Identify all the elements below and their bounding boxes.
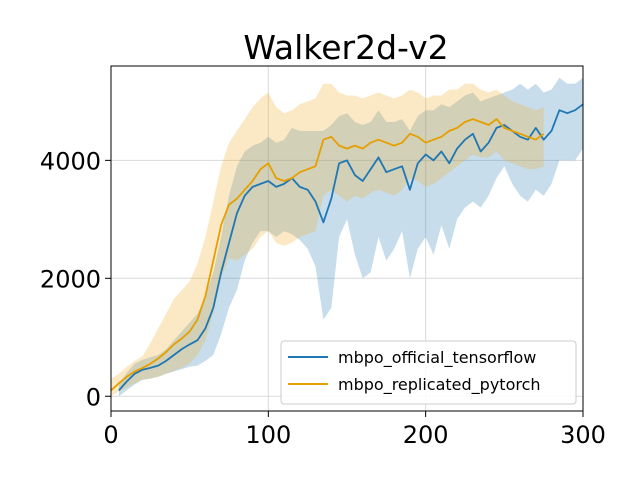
y-tick-label: 4000	[40, 147, 101, 175]
x-tick-label: 200	[403, 421, 449, 449]
legend-label-pytorch: mbpo_replicated_pytorch	[338, 375, 541, 395]
y-tick-label: 2000	[40, 265, 101, 293]
x-tick-label: 300	[560, 421, 606, 449]
ticks: 0 100 200 300 0 2000 4000	[40, 147, 606, 449]
plot-frame	[110, 65, 584, 412]
band-mbpo_official_tensorflow	[118, 77, 584, 397]
line-mbpo_replicated_pytorch	[110, 118, 545, 392]
x-tick-label: 0	[103, 421, 118, 449]
series-lines	[110, 103, 584, 392]
line-mbpo_official_tensorflow	[118, 103, 584, 391]
x-tick-label: 100	[245, 421, 291, 449]
chart-title: Walker2d-v2	[243, 28, 448, 67]
legend-box	[280, 340, 577, 405]
legend: mbpo_official_tensorflow mbpo_replicated…	[280, 340, 577, 405]
band-mbpo_replicated_pytorch	[111, 83, 544, 397]
legend-label-tensorflow: mbpo_official_tensorflow	[338, 348, 536, 368]
y-tick-label: 0	[86, 383, 101, 411]
confidence-bands	[111, 77, 584, 397]
axes	[110, 65, 584, 412]
